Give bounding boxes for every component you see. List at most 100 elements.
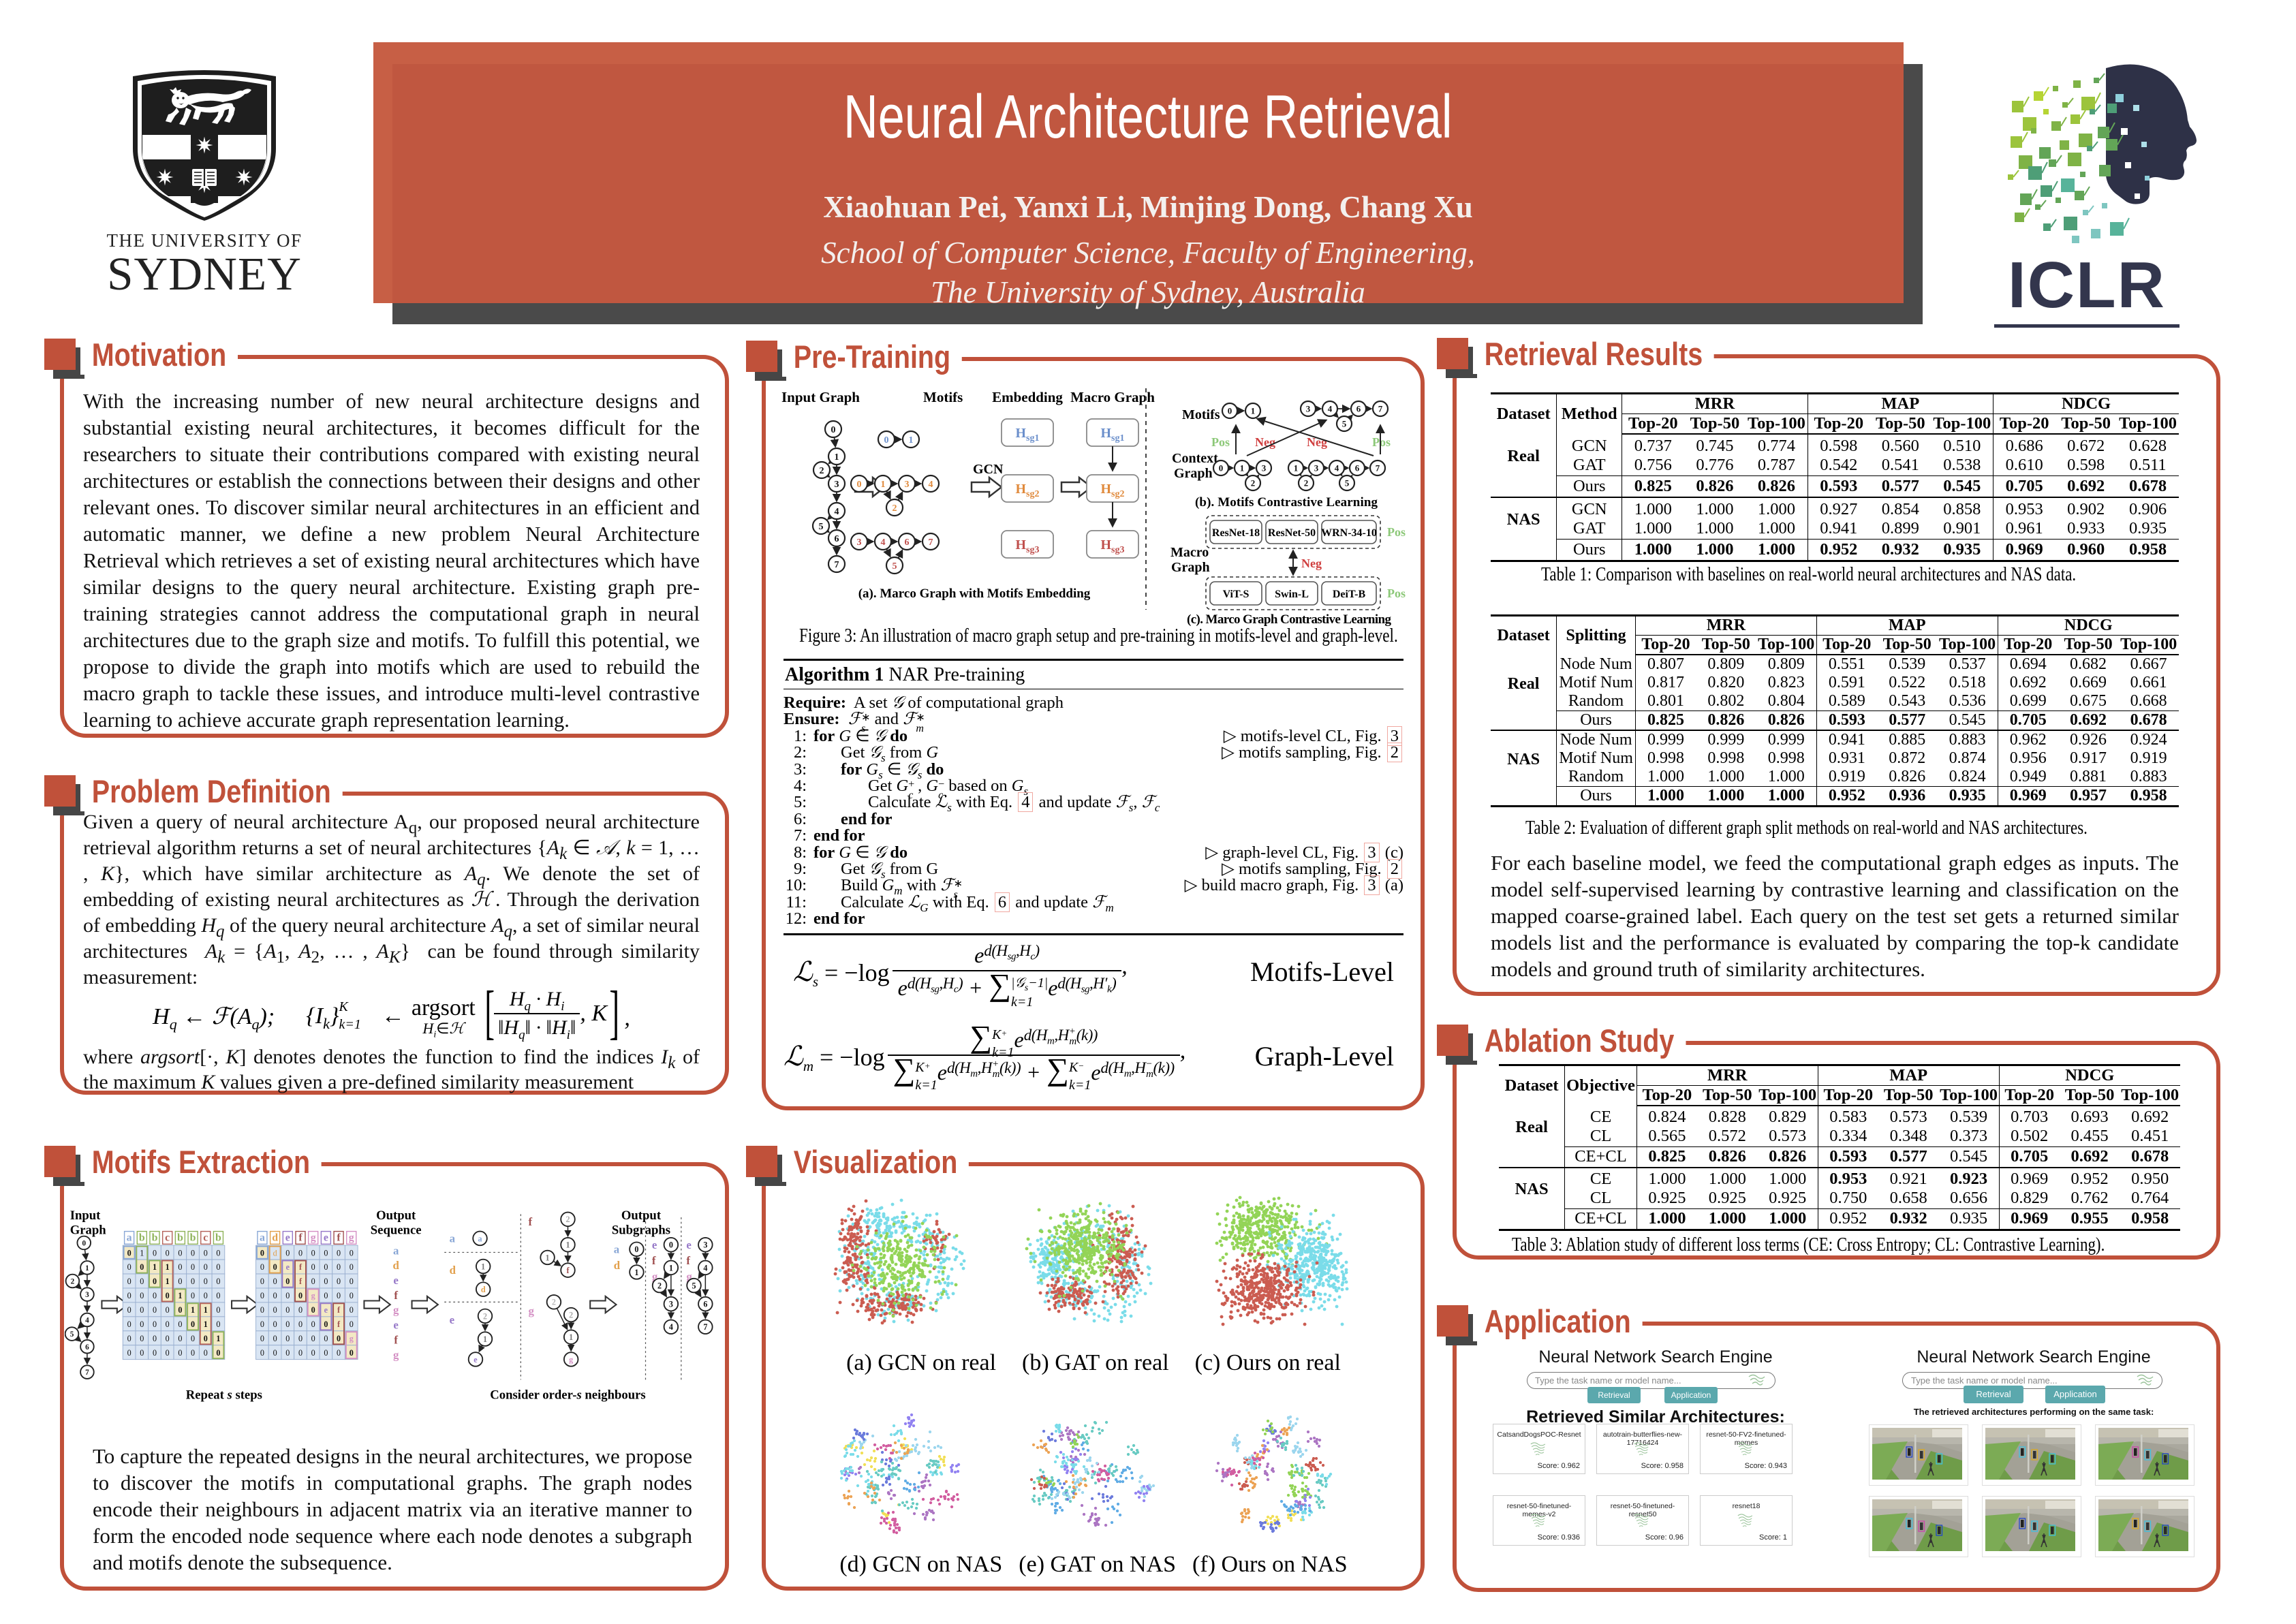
svg-text:2: 2 [1251,478,1256,488]
svg-text:0: 0 [285,1320,290,1329]
svg-text:5: 5 [1342,419,1347,429]
svg-text:Pos: Pos [1387,587,1406,600]
svg-text:a: a [127,1232,132,1244]
svg-text:g: g [393,1304,399,1317]
svg-text:0: 0 [324,1348,328,1358]
svg-text:0: 0 [324,1334,328,1343]
svg-text:4: 4 [1328,404,1333,414]
svg-text:f: f [394,1289,398,1302]
svg-text:0: 0 [260,1291,264,1300]
svg-text:f: f [337,1232,341,1244]
svg-text:1: 1 [204,1305,208,1315]
svg-text:b: b [177,1232,183,1244]
svg-text:0: 0 [166,1305,170,1315]
svg-text:0: 0 [140,1320,144,1329]
svg-text:0: 0 [216,1305,220,1315]
svg-text:0: 0 [260,1277,264,1286]
svg-text:0: 0 [204,1334,208,1343]
svg-text:0: 0 [337,1248,341,1258]
svg-text:0: 0 [311,1320,315,1329]
svg-text:GCN: GCN [973,462,1004,477]
svg-text:3: 3 [835,480,839,490]
svg-text:Input: Input [70,1208,101,1223]
svg-text:1: 1 [481,1262,485,1271]
svg-text:0: 0 [831,425,836,435]
svg-text:0: 0 [337,1291,341,1300]
svg-text:g: g [349,1232,354,1244]
svg-text:0: 0 [260,1348,264,1358]
svg-text:Pos: Pos [1387,525,1406,539]
svg-text:0: 0 [166,1334,170,1343]
svg-text:3: 3 [669,1300,673,1309]
svg-text:Pos: Pos [1211,435,1230,449]
svg-text:0: 0 [634,1245,638,1254]
svg-text:0: 0 [204,1277,208,1286]
svg-text:0: 0 [298,1305,302,1315]
svg-text:1: 1 [1240,463,1245,473]
svg-text:7: 7 [929,537,933,548]
svg-text:2: 2 [1304,478,1309,488]
svg-text:1: 1 [483,1334,487,1344]
svg-text:0: 0 [285,1248,290,1258]
svg-text:1: 1 [140,1248,144,1258]
svg-text:3: 3 [1306,404,1311,414]
svg-text:0: 0 [298,1291,302,1300]
svg-text:e: e [393,1274,399,1287]
svg-text:0: 0 [216,1277,220,1286]
svg-text:ViT-S: ViT-S [1223,589,1250,600]
svg-text:6: 6 [85,1343,89,1352]
svg-text:e: e [652,1238,657,1251]
svg-text:Motifs: Motifs [923,389,963,405]
svg-text:0: 0 [127,1262,131,1272]
svg-text:7: 7 [85,1369,89,1377]
svg-text:2: 2 [565,1215,570,1224]
svg-text:0: 0 [285,1277,290,1286]
svg-text:6: 6 [835,534,839,544]
svg-text:5: 5 [819,522,824,532]
svg-text:0: 0 [669,1240,673,1250]
svg-text:0: 0 [127,1334,131,1343]
svg-text:0: 0 [166,1248,170,1258]
svg-text:0: 0 [350,1291,354,1300]
svg-text:5: 5 [1345,478,1350,488]
svg-text:f: f [566,1266,570,1275]
svg-text:e: e [474,1355,478,1364]
svg-text:0: 0 [204,1248,208,1258]
svg-text:0: 0 [153,1320,157,1329]
svg-text:0: 0 [166,1348,170,1358]
svg-text:0: 0 [153,1334,157,1343]
svg-text:0: 0 [311,1305,315,1315]
svg-text:a: a [393,1244,399,1257]
svg-text:d: d [273,1248,277,1258]
svg-text:Embedding: Embedding [992,389,1063,405]
svg-text:0: 0 [337,1277,341,1286]
svg-text:4: 4 [881,537,886,548]
svg-text:g: g [652,1270,658,1283]
svg-text:0: 0 [153,1348,157,1358]
svg-text:e: e [286,1262,290,1272]
svg-text:Pos: Pos [1372,435,1391,449]
svg-text:0: 0 [324,1277,328,1286]
svg-text:0: 0 [311,1277,315,1286]
svg-text:d: d [450,1264,456,1277]
svg-text:b: b [190,1232,196,1244]
svg-text:0: 0 [260,1320,264,1329]
svg-text:2: 2 [71,1278,75,1286]
svg-text:0: 0 [216,1348,220,1358]
svg-text:Subgraphs: Subgraphs [612,1223,670,1237]
svg-text:0: 0 [216,1291,220,1300]
svg-text:0: 0 [285,1305,290,1315]
svg-text:1: 1 [565,1240,570,1250]
svg-text:1: 1 [166,1262,170,1272]
svg-text:0: 0 [140,1305,144,1315]
svg-text:0: 0 [298,1348,302,1358]
svg-text:6: 6 [1355,463,1360,473]
svg-text:6: 6 [905,537,910,548]
svg-text:0: 0 [191,1334,195,1343]
svg-text:(b). Motifs Contrastive Learni: (b). Motifs Contrastive Learning [1195,495,1378,510]
svg-text:g: g [311,1291,315,1300]
svg-text:f: f [686,1254,690,1267]
svg-text:e: e [393,1319,399,1332]
svg-text:0: 0 [178,1277,182,1286]
svg-text:1: 1 [1294,463,1299,473]
